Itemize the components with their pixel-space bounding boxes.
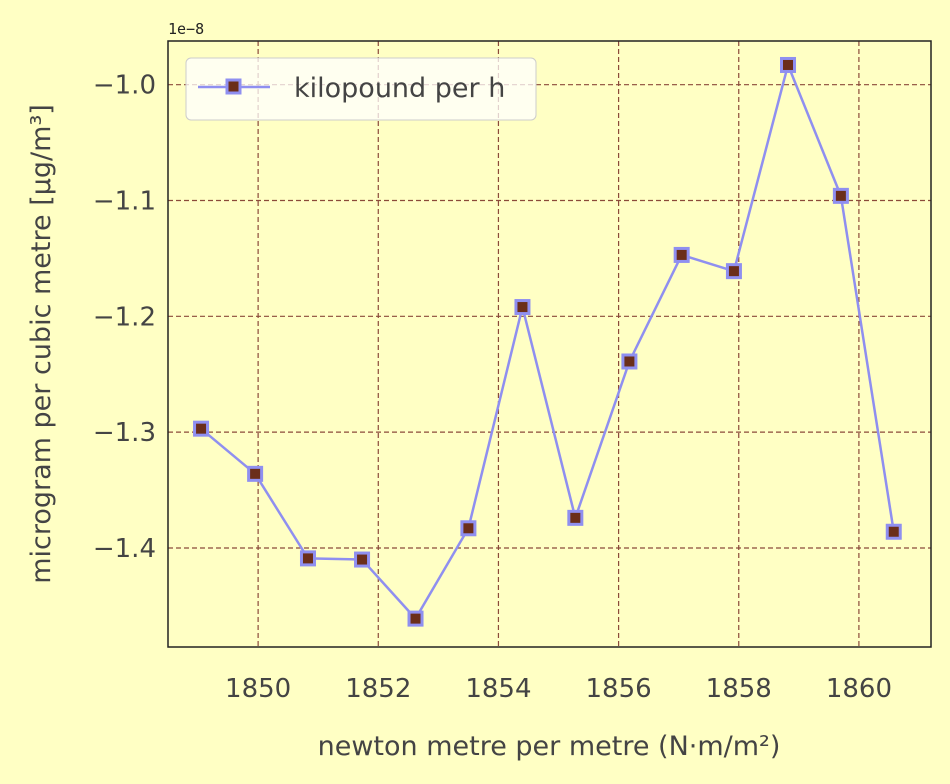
data-point-marker <box>193 420 210 437</box>
x-tick-label: 1860 <box>826 674 892 704</box>
x-axis-label: newton metre per metre (N·m/m²) <box>318 731 781 762</box>
y-tick-label: −1.0 <box>93 71 156 101</box>
data-point-marker <box>460 520 477 537</box>
grid-lines <box>168 41 931 647</box>
y-tick-label: −1.4 <box>93 534 156 564</box>
data-point-marker <box>299 550 316 567</box>
data-point-marker <box>832 187 849 204</box>
data-point-marker <box>621 353 638 370</box>
data-point-marker <box>885 523 902 540</box>
legend-box <box>185 57 537 121</box>
legend-label: kilopound per h <box>294 73 505 104</box>
legend: kilopound per h <box>185 57 537 121</box>
data-point-marker <box>514 299 531 316</box>
legend-marker-swatch <box>225 78 242 95</box>
data-point-marker <box>567 509 584 526</box>
y-tick-label: −1.2 <box>93 302 156 332</box>
x-tick-label: 1850 <box>225 674 291 704</box>
x-tick-label: 1856 <box>586 674 652 704</box>
data-point-marker <box>780 56 797 73</box>
plot-area-frame <box>167 40 932 648</box>
y-axis-label: microgram per cubic metre [µg/m³] <box>26 104 57 584</box>
data-point-marker <box>725 263 742 280</box>
x-axis-ticks: 1850 1852 1854 1856 1858 1860 <box>225 674 892 704</box>
series-group <box>193 56 902 627</box>
data-point-marker <box>247 465 264 482</box>
y-tick-label: −1.3 <box>93 418 156 448</box>
y-offset-label: 1e−8 <box>168 20 204 38</box>
x-tick-label: 1858 <box>706 674 772 704</box>
data-point-marker <box>354 551 371 568</box>
x-tick-label: 1852 <box>345 674 411 704</box>
data-point-marker <box>673 246 690 263</box>
x-tick-label: 1854 <box>465 674 531 704</box>
data-point-marker <box>407 610 424 627</box>
y-axis-ticks: −1.4 −1.3 −1.2 −1.1 −1.0 <box>93 71 156 564</box>
series-line <box>200 63 895 620</box>
y-tick-label: −1.1 <box>93 186 156 216</box>
